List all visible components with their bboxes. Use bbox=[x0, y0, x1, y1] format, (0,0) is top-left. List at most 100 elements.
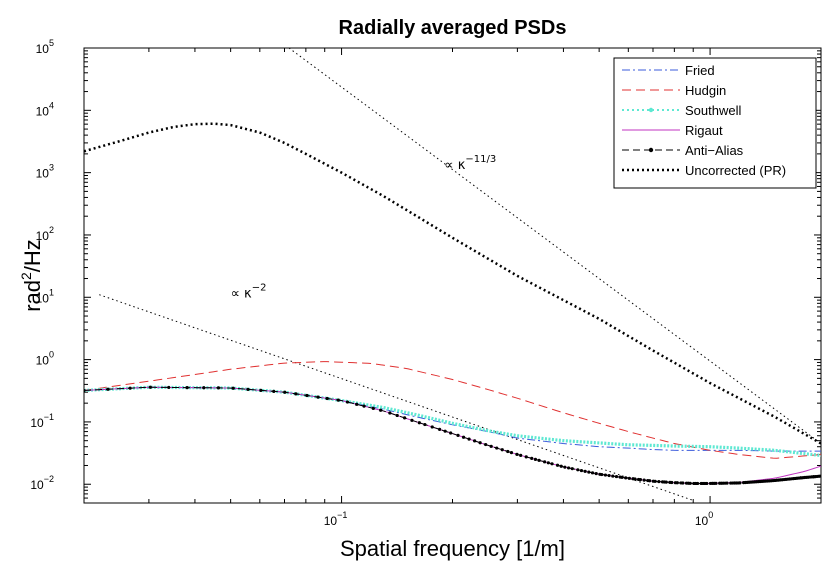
y-tick-label: 10−2 bbox=[30, 474, 54, 492]
series-marker-4 bbox=[449, 431, 453, 435]
series-line-0 bbox=[84, 386, 821, 452]
series-marker-4 bbox=[600, 472, 604, 477]
series-marker-4 bbox=[590, 471, 595, 475]
series-marker-4 bbox=[506, 449, 510, 454]
series-marker-4 bbox=[336, 398, 340, 402]
series-marker-4 bbox=[638, 478, 643, 482]
series-marker-4 bbox=[355, 402, 359, 406]
series-marker-4 bbox=[819, 474, 821, 478]
series-marker-4 bbox=[594, 471, 598, 476]
series-marker-4 bbox=[714, 481, 718, 485]
series-marker-4 bbox=[410, 418, 414, 422]
chart-title: Radially averaged PSDs bbox=[339, 17, 567, 39]
series-marker-4 bbox=[202, 386, 206, 390]
y-tick-label: 101 bbox=[36, 287, 54, 305]
series-marker-4 bbox=[587, 470, 591, 474]
series-marker-4 bbox=[614, 474, 619, 479]
series-marker-4 bbox=[627, 476, 631, 480]
series-marker-4 bbox=[430, 425, 434, 429]
series-marker-4 bbox=[423, 422, 427, 427]
series-marker-4 bbox=[725, 481, 729, 485]
legend-marker-2 bbox=[648, 107, 654, 113]
y-tick-label: 104 bbox=[36, 100, 54, 118]
y-tick-label: 10−1 bbox=[30, 412, 54, 430]
series-line-3 bbox=[84, 386, 821, 484]
series-marker-4 bbox=[456, 433, 460, 438]
series-marker-4 bbox=[648, 479, 652, 483]
series-marker-4 bbox=[675, 481, 679, 485]
annotation-k113: ∝ κ−11/3 bbox=[444, 154, 496, 173]
legend-label-4: Anti−Alias bbox=[685, 143, 744, 158]
ref-k2-line bbox=[99, 294, 694, 501]
series-marker-4 bbox=[570, 467, 574, 471]
series-marker-4 bbox=[624, 476, 628, 480]
legend-label-2: Southwell bbox=[685, 103, 741, 118]
x-axis-label: Spatial frequency [1/m] bbox=[340, 536, 565, 561]
series-marker-4 bbox=[559, 464, 563, 468]
series-marker-4 bbox=[530, 456, 534, 460]
series-marker-4 bbox=[106, 387, 110, 391]
legend-label-3: Rigaut bbox=[685, 123, 723, 138]
series-marker-4 bbox=[283, 390, 287, 394]
series-marker-4 bbox=[583, 469, 587, 473]
series-marker-4 bbox=[388, 411, 392, 415]
series-marker-4 bbox=[579, 468, 584, 473]
legend-box bbox=[613, 57, 817, 189]
series-marker-4 bbox=[402, 416, 407, 420]
legend-label-5: Uncorrected (PR) bbox=[685, 163, 786, 178]
series-marker-4 bbox=[495, 446, 499, 450]
series-marker-4 bbox=[695, 481, 700, 486]
series-marker-4 bbox=[473, 439, 477, 443]
series-marker-4 bbox=[653, 479, 657, 483]
series-marker-4 bbox=[705, 481, 709, 486]
series-marker-4 bbox=[533, 457, 538, 461]
series-marker-4 bbox=[664, 480, 668, 484]
series-marker-4 bbox=[272, 389, 276, 393]
series-marker-4 bbox=[185, 386, 189, 390]
series-marker-4 bbox=[325, 396, 329, 401]
series-marker-4 bbox=[305, 393, 309, 398]
series-marker-4 bbox=[259, 388, 263, 392]
series-marker-4 bbox=[633, 477, 637, 481]
series-line-1 bbox=[84, 361, 821, 459]
y-tick-label: 103 bbox=[36, 163, 54, 181]
series-marker-4 bbox=[362, 404, 366, 408]
series-line-4 bbox=[84, 386, 821, 484]
series-marker-4 bbox=[167, 385, 171, 390]
series-marker-4 bbox=[489, 444, 493, 448]
series-marker-4 bbox=[670, 480, 674, 485]
series-marker-4 bbox=[546, 461, 550, 465]
series-marker-4 bbox=[611, 474, 615, 478]
series-marker-4 bbox=[148, 385, 152, 389]
series-marker-4 bbox=[681, 481, 685, 485]
series-marker-4 bbox=[555, 463, 560, 467]
y-tick-label: 105 bbox=[36, 38, 54, 56]
x-tick-label: 10−1 bbox=[324, 510, 348, 528]
legend-marker-4 bbox=[648, 147, 654, 153]
series-marker-4 bbox=[84, 388, 86, 393]
series-marker-4 bbox=[566, 466, 571, 470]
series-marker-4 bbox=[537, 458, 541, 462]
series-marker-4 bbox=[688, 481, 692, 485]
series-marker-4 bbox=[620, 475, 624, 479]
series-marker-4 bbox=[607, 473, 611, 478]
series-marker-4 bbox=[316, 395, 320, 399]
series-marker-4 bbox=[519, 453, 523, 457]
series-marker-4 bbox=[500, 448, 504, 452]
series-marker-4 bbox=[563, 465, 567, 469]
series-marker-4 bbox=[438, 427, 442, 431]
series-marker-4 bbox=[417, 421, 421, 425]
legend-label-1: Hudgin bbox=[685, 83, 726, 98]
series-marker-4 bbox=[642, 478, 646, 482]
y-tick-label: 100 bbox=[36, 350, 54, 368]
series-marker-4 bbox=[524, 455, 528, 459]
series-marker-4 bbox=[345, 400, 350, 404]
series-marker-4 bbox=[550, 462, 554, 466]
annotation-k2: ∝ κ−2 bbox=[231, 282, 267, 301]
series-marker-4 bbox=[738, 481, 742, 485]
x-tick-label: 100 bbox=[695, 510, 713, 528]
series-marker-4 bbox=[128, 386, 132, 390]
series-marker-4 bbox=[467, 437, 471, 441]
plot-area bbox=[84, 48, 821, 501]
